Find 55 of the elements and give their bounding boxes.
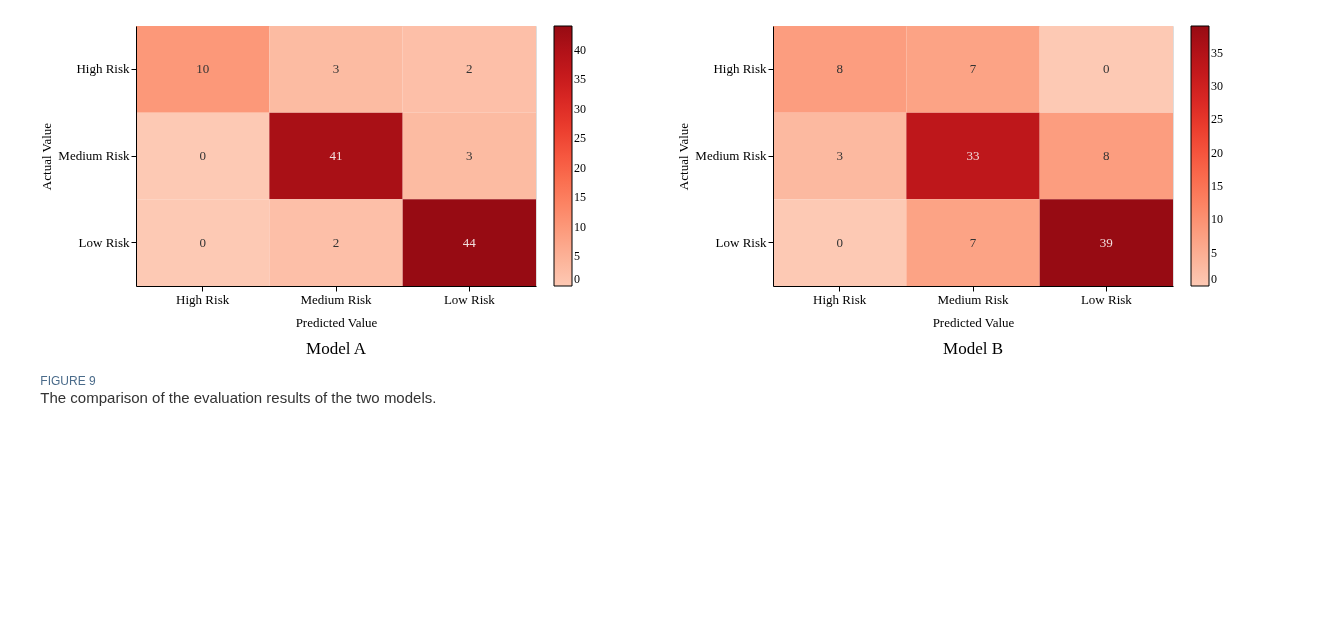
data-label: 0 bbox=[836, 234, 843, 250]
data-label: 44 bbox=[462, 234, 477, 250]
color-bar-label: 20 bbox=[574, 160, 586, 175]
data-label: 2 bbox=[466, 61, 473, 77]
color-bar-label: 25 bbox=[1211, 112, 1223, 127]
color-bar-label: 35 bbox=[1211, 45, 1223, 60]
y-axis-title: Actual Value bbox=[39, 122, 55, 191]
x-tick-label: Medium Risk bbox=[937, 291, 1010, 307]
data-label: 3 bbox=[836, 148, 843, 163]
data-label: 8 bbox=[1103, 148, 1110, 163]
color-bar-label: 5 bbox=[1211, 245, 1217, 260]
text: Model A bbox=[306, 339, 367, 358]
color-bar-label: 20 bbox=[1211, 145, 1223, 160]
y-tick-label: Low Risk bbox=[715, 234, 767, 250]
data-label: 0 bbox=[1103, 61, 1110, 77]
data-label: 33 bbox=[966, 148, 980, 163]
y-tick-label: Low Risk bbox=[78, 234, 130, 250]
data-label: 2 bbox=[332, 234, 340, 250]
y-axis-title: Actual Value bbox=[676, 122, 692, 191]
x-tick-label: High Risk bbox=[813, 291, 867, 307]
data-label: 41 bbox=[329, 148, 343, 163]
x-tick-label: Medium Risk bbox=[300, 291, 373, 307]
y-tick-label: High Risk bbox=[76, 61, 130, 77]
data-label: 3 bbox=[466, 148, 473, 163]
x-axis-title: Predicted Value bbox=[295, 314, 378, 330]
text: Model B bbox=[943, 339, 1003, 358]
color-bar-label: 15 bbox=[574, 190, 586, 205]
x-tick-label: Low Risk bbox=[1080, 291, 1133, 307]
x-tick-label: High Risk bbox=[176, 291, 230, 307]
color-bar-label: 5 bbox=[574, 249, 580, 264]
data-label: 0 bbox=[199, 148, 206, 163]
color-bar-label: 15 bbox=[1211, 179, 1223, 193]
caption: FIGURE 9 bbox=[40, 373, 97, 388]
color-bar-label: 40 bbox=[574, 42, 586, 57]
text: The comparison of the evaluation results of the two models. bbox=[40, 388, 437, 406]
x-axis-title: Predicted Value bbox=[932, 314, 1015, 330]
data-label: 7 bbox=[969, 234, 977, 250]
x-tick-label: Low Risk bbox=[443, 291, 496, 307]
y-tick-label: Medium Risk bbox=[58, 148, 130, 163]
data-label: 7 bbox=[969, 61, 977, 77]
color-bar-label: 30 bbox=[1211, 79, 1223, 93]
color-bar-label: 30 bbox=[574, 101, 586, 116]
data-label: 8 bbox=[836, 61, 843, 77]
color-bar-label: 10 bbox=[574, 219, 586, 234]
data-label: 3 bbox=[332, 61, 340, 77]
data-label: 39 bbox=[1099, 234, 1113, 250]
y-tick-label: Medium Risk bbox=[695, 148, 767, 163]
color-bar-label: 35 bbox=[574, 72, 586, 87]
color-bar-label: 0 bbox=[574, 272, 580, 286]
color-bar-label: 25 bbox=[574, 131, 586, 146]
data-label: 10 bbox=[196, 61, 210, 77]
color-bar-label: 0 bbox=[1211, 272, 1217, 286]
y-tick-label: High Risk bbox=[713, 61, 767, 77]
data-label: 0 bbox=[199, 234, 206, 250]
color-bar-label: 10 bbox=[1211, 212, 1223, 227]
